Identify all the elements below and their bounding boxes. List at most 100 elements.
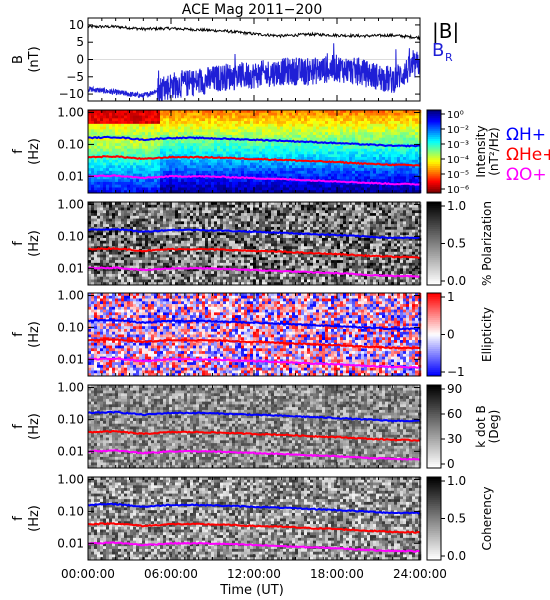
gyro-line-Oplus	[87, 357, 421, 369]
colorbar-label-unit: (Deg)	[487, 410, 501, 444]
coherency-heatmap	[88, 477, 422, 561]
y-tick-label: −10	[59, 87, 84, 101]
colorbar-tick-label: 0	[447, 328, 455, 342]
y-tick-label: 5	[76, 35, 84, 49]
y-axis-unit: (nT)	[27, 46, 42, 72]
y-tick-label: 1.00	[57, 289, 84, 303]
legend-omega-O: ΩO+	[506, 165, 547, 185]
ellipticity-heatmap	[88, 293, 422, 377]
legend-B-R: B	[432, 40, 444, 61]
y-axis-label: f	[11, 241, 26, 246]
colorbar-label: k dot B	[474, 405, 488, 447]
y-tick-label: 0.01	[57, 261, 84, 275]
panel-ellipticity: 1.00 0.10 0.01 1 0 −1 Ellipticity f (Hz)	[11, 289, 494, 379]
gyro-line-Oplus	[87, 266, 421, 278]
colorbar-tick-label: 10⁻⁴	[447, 155, 469, 166]
gyro-line-Hplus	[87, 135, 421, 148]
colorbar-tick-label: 0.5	[447, 237, 466, 251]
gyro-line-Heplus	[87, 429, 421, 442]
colorbar-tick-label: 0.5	[447, 512, 466, 526]
y-tick-label: 1.00	[57, 106, 84, 120]
y-tick-label: 1.00	[57, 198, 84, 212]
gyro-line-Hplus	[87, 318, 421, 331]
legend-omega-He: ΩHe+	[506, 145, 550, 165]
x-tick-label: 00:00:00	[61, 567, 115, 581]
colorbar-label-unit: (nT²/Hz)	[487, 127, 501, 175]
y-tick-label: 0.01	[57, 169, 84, 183]
gyro-line-Heplus	[87, 155, 421, 167]
gyro-line-Oplus	[87, 541, 420, 553]
legend-B-R-subscript: R	[445, 51, 453, 64]
y-tick-label: 0	[76, 53, 84, 67]
legend-B-total: |B|	[432, 19, 459, 43]
colorbar-tick-label: 10⁻⁵	[447, 170, 469, 181]
series-B-R	[87, 43, 421, 102]
colorbar-tick-label: 10⁻³	[447, 140, 469, 151]
kdotb-colorbar: 90 60 30 0 k dot B (Deg)	[426, 382, 501, 471]
gyro-line-Hplus	[87, 502, 421, 515]
colorbar-tick-label: −1	[447, 365, 465, 379]
colorbar-tick-label: 10⁻⁶	[447, 185, 469, 196]
y-tick-label: 0.01	[57, 352, 84, 366]
y-tick-label: 0.01	[57, 444, 84, 458]
colorbar-tick-label: 10⁻²	[447, 125, 469, 136]
x-axis-ticks: 00:00:00 06:00:00 12:00:00 18:00:00 24:00:00	[61, 567, 447, 581]
legend-omega-H: ΩH+	[506, 125, 546, 145]
gyro-line-Heplus	[87, 338, 421, 350]
y-axis-label: f	[11, 149, 26, 154]
y-tick-label: 0.01	[57, 536, 84, 550]
x-tick-label: 06:00:00	[144, 567, 198, 581]
gyro-line-Hplus	[87, 410, 421, 423]
polarization-heatmap	[88, 202, 422, 286]
colorbar-tick-label: 60	[447, 407, 462, 421]
colorbar-label: Intensity	[474, 125, 488, 177]
intensity-heatmap	[88, 110, 422, 194]
y-tick-label: 0.10	[57, 504, 84, 518]
colorbar-label: Ellipticity	[480, 307, 494, 362]
ellipticity-colorbar: 1 0 −1 Ellipticity	[426, 290, 494, 379]
colorbar-tick-label: 0.0	[447, 274, 466, 288]
colorbar-label: % Polarization	[480, 201, 494, 286]
y-axis-unit: (Hz)	[27, 138, 42, 165]
coherency-colorbar: 1.0 0.5 0.0 Coherency	[426, 474, 494, 563]
y-tick-label: 1.00	[57, 473, 84, 487]
chart-title: ACE Mag 2011−200	[182, 2, 322, 18]
colorbar-tick-label: 90	[447, 382, 462, 396]
y-tick-label: 10	[69, 18, 84, 32]
y-axis-label: f	[11, 332, 26, 337]
x-axis-label: Time (UT)	[219, 583, 284, 598]
colorbar-label: Coherency	[480, 486, 494, 550]
y-tick-label: −5	[66, 70, 84, 84]
series-B-total	[87, 24, 421, 41]
colorbar-tick-label: 1	[447, 290, 455, 304]
y-tick-label: 0.10	[57, 137, 84, 151]
x-tick-label: 12:00:00	[227, 567, 281, 581]
gyro-line-Oplus	[88, 449, 420, 461]
y-tick-label: 1.00	[57, 381, 84, 395]
x-tick-label: 18:00:00	[310, 567, 364, 581]
intensity-colorbar: 10⁰ 10⁻² 10⁻³ 10⁻⁴ 10⁻⁵ 10⁻⁶ Intensity (nT²/Hz)	[426, 109, 501, 196]
y-axis-unit: (Hz)	[27, 413, 42, 440]
y-axis-label: f	[11, 516, 26, 521]
colorbar-tick-label: 10⁰	[447, 110, 464, 121]
gyro-line-Oplus	[87, 174, 421, 186]
colorbar-tick-label: 0.0	[447, 549, 466, 563]
panel-intensity: 1.00 0.10 0.01 10⁰ 10⁻² 10⁻³ 10⁻⁴ 10⁻⁵ 10⁻⁶ Inten…	[11, 106, 550, 196]
panel-coherency: 1.00 0.10 0.01 1.0 0.5 0.0 Coherency f (Hz)	[11, 473, 494, 563]
panel-kdotb: 1.00 0.10 0.01 90 60 30 0 k dot B (Deg) f (Hz)	[11, 381, 501, 471]
y-axis-unit: (Hz)	[27, 321, 42, 348]
y-tick-label: 0.10	[57, 412, 84, 426]
y-axis-label: f	[11, 424, 26, 429]
colorbar-tick-label: 30	[447, 432, 462, 446]
polarization-colorbar: 1.0 0.5 0.0 % Polarization	[426, 199, 494, 288]
y-axis-unit: (Hz)	[27, 505, 42, 532]
y-axis-label: B	[11, 55, 26, 64]
gyro-line-Heplus	[87, 246, 420, 259]
gyro-line-Hplus	[88, 228, 421, 240]
y-tick-label: 0.10	[57, 229, 84, 243]
panel-polarization: 1.00 0.10 0.01 1.0 0.5 0.0 % Polarization f (Hz)	[11, 198, 494, 288]
colorbar-tick-label: 0	[447, 457, 455, 471]
colorbar-frame	[426, 109, 442, 194]
